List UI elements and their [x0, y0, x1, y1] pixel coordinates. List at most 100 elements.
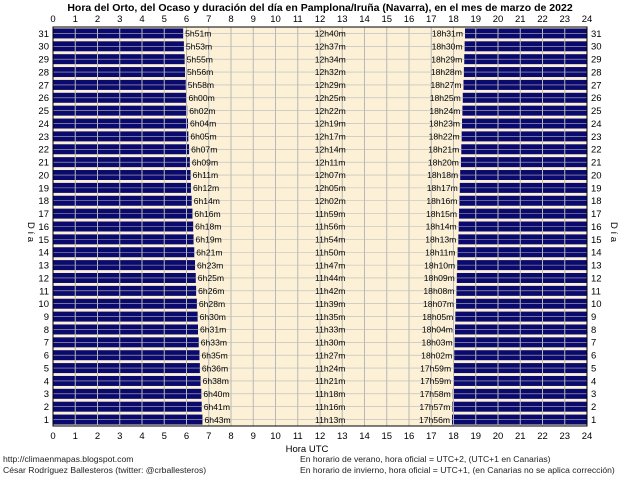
plot-frame [52, 26, 588, 427]
day-length-label: 11h54m [315, 235, 345, 245]
day-length-label: 12h17m [315, 132, 346, 142]
y-tick-label-right: 1 [591, 415, 596, 426]
sunset-label: 18h25m [430, 93, 461, 103]
sunrise-label: 6h12m [193, 183, 219, 193]
day-length-label: 11h13m [315, 415, 345, 425]
x-tick-label-top: 15 [381, 14, 392, 25]
x-tick-label-top: 12 [315, 14, 326, 25]
sunrise-label: 6h14m [194, 196, 220, 206]
sunrise-label: 6h31m [200, 325, 226, 335]
y-tick-label-right: 27 [591, 80, 602, 91]
winter-time-note: En horario de invierno, hora oficial = U… [300, 465, 615, 475]
sunrise-label: 6h09m [192, 157, 218, 167]
y-tick-label-right: 14 [591, 248, 602, 259]
day-length-label: 12h11m [315, 157, 345, 167]
x-tick-label-bottom: 11 [293, 431, 303, 442]
chart-title: Hora del Orto, del Ocaso y duración del … [67, 2, 572, 14]
day-length-label: 12h22m [315, 106, 346, 116]
y-tick-label-left: 17 [38, 209, 49, 220]
y-tick-label-left: 3 [44, 389, 49, 400]
y-tick-label-left: 6 [44, 351, 49, 362]
y-tick-label-right: 18 [591, 196, 602, 207]
x-tick-label-top: 23 [559, 14, 570, 25]
x-tick-label-top: 4 [139, 14, 144, 25]
sunset-label: 18h24m [429, 106, 460, 116]
sunrise-label: 6h35m [201, 350, 227, 360]
sunset-label: 18h09m [424, 273, 455, 283]
sunset-label: 18h14m [426, 222, 457, 232]
y-tick-label-left: 2 [44, 402, 49, 413]
sunrise-label: 6h21m [196, 247, 222, 257]
sunrise-label: 6h25m [198, 273, 224, 283]
x-tick-label-bottom: 8 [228, 431, 233, 442]
y-tick-label-left: 24 [38, 119, 49, 130]
x-tick-label-bottom: 9 [251, 431, 256, 442]
source-url: http://climaenmapas.blogspot.com [3, 454, 134, 464]
y-tick-label-right: 10 [591, 299, 602, 310]
x-tick-label-bottom: 10 [270, 431, 281, 442]
sunset-label: 17h59m [420, 376, 451, 386]
x-tick-label-bottom: 23 [559, 431, 570, 442]
day-length-label: 11h18m [315, 389, 345, 399]
day-length-label: 12h07m [315, 170, 346, 180]
y-tick-label-right: 24 [591, 119, 602, 130]
y-tick-label-left: 25 [38, 106, 49, 117]
y-tick-label-left: 20 [38, 170, 49, 181]
sunrise-label: 6h40m [203, 389, 229, 399]
sunset-label: 18h15m [426, 209, 457, 219]
day-length-label: 11h30m [315, 338, 345, 348]
x-tick-label-top: 16 [404, 14, 415, 25]
x-tick-label-bottom: 7 [206, 431, 211, 442]
y-tick-label-left: 13 [38, 261, 49, 272]
y-tick-label-right: 23 [591, 132, 602, 143]
day-length-label: 11h27m [315, 350, 345, 360]
day-length-label: 11h33m [315, 325, 345, 335]
plot-area: 5h51m 12h40m 18h31m 5h53m 12h37m 18h30m 5h55m 1… [52, 26, 588, 427]
sunrise-label: 6h43m [204, 415, 230, 425]
y-tick-label-left: 5 [44, 363, 49, 374]
y-axis-left: 3130292827262524232221201918171615141312… [38, 29, 49, 426]
x-axis-label: Hora UTC [286, 444, 329, 455]
y-tick-label-left: 18 [38, 196, 49, 207]
x-tick-label-bottom: 5 [162, 431, 167, 442]
x-tick-label-bottom: 4 [139, 431, 144, 442]
sunrise-label: 6h05m [190, 132, 216, 142]
sunset-label: 18h23m [429, 119, 460, 129]
y-tick-label-right: 21 [591, 158, 602, 169]
sunset-label: 18h07m [423, 299, 454, 309]
y-tick-label-left: 19 [38, 183, 49, 194]
day-length-label: 12h34m [315, 54, 346, 64]
y-tick-label-right: 5 [591, 363, 596, 374]
sunrise-label: 6h16m [194, 209, 220, 219]
x-tick-label-top: 21 [515, 14, 526, 25]
day-length-label: 11h35m [315, 312, 345, 322]
day-length-label: 12h40m [315, 29, 346, 39]
sunset-label: 18h29m [431, 54, 462, 64]
y-tick-label-right: 22 [591, 145, 602, 156]
y-tick-label-right: 7 [591, 338, 596, 349]
y-tick-label-right: 2 [591, 402, 596, 413]
sunrise-label: 6h18m [195, 222, 221, 232]
x-tick-label-bottom: 16 [404, 431, 415, 442]
sunrise-label: 6h26m [198, 286, 224, 296]
x-tick-label-bottom: 2 [95, 431, 100, 442]
sunset-label: 18h31m [432, 29, 463, 39]
y-tick-label-left: 7 [44, 338, 49, 349]
x-axis-bottom: 0 1 2 3 4 5 6 7 8 9 10 11 12 13 14 15 16 17 18 19 20 21 22 23 24 [50, 431, 592, 442]
x-tick-label-top: 19 [470, 14, 481, 25]
day-length-label: 11h24m [315, 363, 345, 373]
sunrise-label: 6h04m [190, 119, 216, 129]
y-tick-label-right: 11 [591, 286, 601, 297]
x-tick-label-top: 8 [228, 14, 233, 25]
sunset-label: 17h58m [420, 389, 451, 399]
y-tick-label-left: 16 [38, 222, 49, 233]
y-tick-label-left: 14 [38, 248, 49, 259]
sunset-label: 18h02m [421, 350, 452, 360]
x-tick-label-top: 6 [184, 14, 189, 25]
y-axis-label-left: D í a [25, 222, 36, 243]
day-length-label: 11h50m [315, 247, 345, 257]
y-tick-label-left: 4 [44, 376, 49, 387]
x-tick-label-bottom: 22 [537, 431, 548, 442]
y-tick-label-left: 8 [44, 325, 49, 336]
